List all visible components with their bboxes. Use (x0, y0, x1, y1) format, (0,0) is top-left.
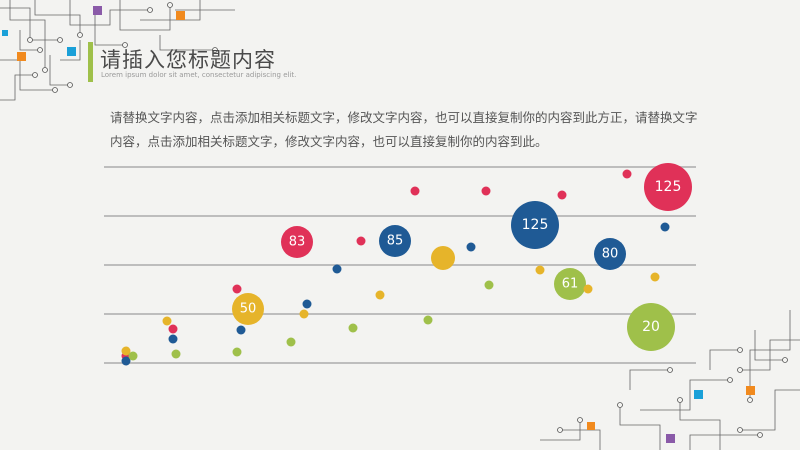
bubble-point (232, 284, 242, 294)
bubble-point (171, 349, 181, 359)
bubble-point (554, 268, 586, 300)
bubble-point (660, 222, 670, 232)
bubble-point (302, 299, 312, 309)
page-title: 请插入您标题内容 (100, 48, 276, 72)
bubble-point (423, 315, 433, 325)
circuit-decoration-top-left (0, 0, 235, 101)
circuit-decoration-bottom-right (540, 310, 800, 450)
bubble-point (128, 351, 138, 361)
bubble-point (286, 337, 296, 347)
bubble-point (299, 309, 309, 319)
bubble-point (557, 190, 567, 200)
bubble-point (410, 186, 420, 196)
bubble-point (622, 169, 632, 179)
bubble-label: 125 (522, 217, 549, 233)
bubble-point (379, 225, 411, 257)
title-accent-bar (88, 42, 93, 82)
bubble-label: 83 (289, 235, 306, 250)
bubble-point (232, 293, 264, 325)
body-paragraph: 请替换文字内容，点击添加相关标题文字，修改文字内容，也可以直接复制你的内容到此方… (110, 110, 698, 149)
bubble-point (481, 186, 491, 196)
bubble-label: 20 (642, 319, 660, 335)
bubble-point (431, 246, 455, 270)
bubble-point (644, 163, 692, 211)
bubble-point (232, 347, 242, 357)
bubble-point (121, 346, 131, 356)
bubble-label: 61 (562, 277, 579, 292)
bubble-label: 125 (655, 179, 682, 195)
bubble-point (484, 280, 494, 290)
bubble-point (535, 265, 545, 275)
bubble-point (236, 325, 246, 335)
page-subtitle: Lorem ipsum dolor sit amet, consectetur … (101, 71, 297, 79)
bubble-point (162, 316, 172, 326)
bubble-point (650, 272, 660, 282)
bubble-point (168, 324, 178, 334)
bubble-point (627, 303, 675, 351)
bubble-point (332, 264, 342, 274)
bubble-point (594, 238, 626, 270)
bubble-label: 50 (240, 302, 257, 317)
bubble-point (511, 201, 559, 249)
bubble-label: 85 (387, 234, 404, 249)
bubble-point (466, 242, 476, 252)
bubble-point (281, 226, 313, 258)
bubble-point (375, 290, 385, 300)
bubble-point (168, 334, 178, 344)
bubble-point (583, 284, 593, 294)
bubble-point (356, 236, 366, 246)
bubble-label: 80 (602, 247, 619, 262)
bubble-point (348, 323, 358, 333)
bubble-point (121, 356, 131, 366)
